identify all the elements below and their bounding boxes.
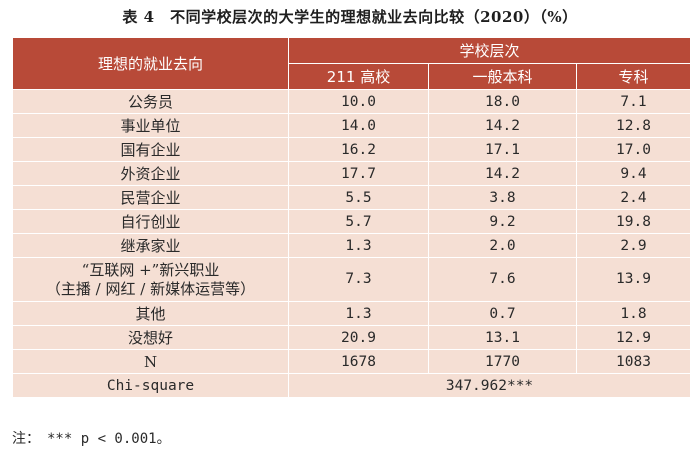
cell-value: 1.8: [575, 301, 692, 326]
cell-value: 5.5: [288, 185, 429, 210]
cell-value: 2.9: [575, 233, 692, 258]
row-label: 继承家业: [12, 233, 289, 258]
cell-value: 17.7: [288, 161, 429, 186]
row-label: “互联网 +”新兴职业 （主播 / 网红 / 新媒体运营等）: [12, 257, 289, 302]
table-title: 表 4 不同学校层次的大学生的理想就业去向比较（2020）（%）: [122, 8, 578, 26]
cell-value: 13.1: [428, 325, 577, 350]
table-row: 自行创业 5.7 9.2 19.8: [12, 209, 692, 234]
cell-value: 2.4: [575, 185, 692, 210]
row-label: 民营企业: [12, 185, 289, 210]
cell-value: 1083: [575, 349, 692, 374]
cell-value: 3.8: [428, 185, 577, 210]
cell-value: 1770: [428, 349, 577, 374]
chi-square-label: Chi-square: [12, 373, 289, 398]
row-header: 理想的就业去向: [12, 37, 289, 90]
cell-value: 10.0: [288, 89, 429, 114]
row-label: 事业单位: [12, 113, 289, 138]
cell-value: 14.2: [428, 113, 577, 138]
table-row: “互联网 +”新兴职业 （主播 / 网红 / 新媒体运营等） 7.3 7.6 1…: [12, 257, 692, 302]
row-label: 国有企业: [12, 137, 289, 162]
cell-value: 9.4: [575, 161, 692, 186]
cell-value: 7.1: [575, 89, 692, 114]
cell-value: 0.7: [428, 301, 577, 326]
cell-value: 12.9: [575, 325, 692, 350]
cell-value: 13.9: [575, 257, 692, 302]
row-label: 其他: [12, 301, 289, 326]
chi-square-value: 347.962***: [287, 373, 692, 398]
table-row: Chi-square 347.962***: [12, 373, 692, 398]
cell-value: 2.0: [428, 233, 577, 258]
table-row: 其他 1.3 0.7 1.8: [12, 301, 692, 326]
comparison-table: 理想的就业去向 学校层次 211 高校 一般本科 专科 公务员 10.0 18.…: [12, 37, 692, 398]
cell-value: 12.8: [575, 113, 692, 138]
cell-value: 18.0: [428, 89, 577, 114]
table-row: 国有企业 16.2 17.1 17.0: [12, 137, 692, 162]
cell-value: 1.3: [288, 233, 429, 258]
table-row: 民营企业 5.5 3.8 2.4: [12, 185, 692, 210]
row-label: 没想好: [12, 325, 289, 350]
group-header: 学校层次: [287, 37, 692, 64]
cell-value: 7.6: [428, 257, 577, 302]
row-label: N: [12, 349, 289, 374]
cell-value: 19.8: [575, 209, 692, 234]
table-row: 事业单位 14.0 14.2 12.8: [12, 113, 692, 138]
row-label-line1: “互联网 +”新兴职业: [81, 260, 220, 279]
table-row: 外资企业 17.7 14.2 9.4: [12, 161, 692, 186]
column-header-college: 专科: [575, 63, 692, 90]
row-label: 自行创业: [12, 209, 289, 234]
cell-value: 5.7: [288, 209, 429, 234]
table-row: 公务员 10.0 18.0 7.1: [12, 89, 692, 114]
cell-value: 1.3: [288, 301, 429, 326]
cell-value: 17.1: [428, 137, 577, 162]
table-row: 没想好 20.9 13.1 12.9: [12, 325, 692, 350]
cell-value: 1678: [288, 349, 429, 374]
cell-value: 14.0: [288, 113, 429, 138]
cell-value: 16.2: [288, 137, 429, 162]
cell-value: 17.0: [575, 137, 692, 162]
table-row: N 1678 1770 1083: [12, 349, 692, 374]
cell-value: 7.3: [288, 257, 429, 302]
footnote: 注： *** p < 0.001。: [12, 431, 171, 447]
cell-value: 20.9: [288, 325, 429, 350]
row-label-line2: （主播 / 网红 / 新媒体运营等）: [45, 279, 256, 298]
cell-value: 14.2: [428, 161, 577, 186]
row-label: 外资企业: [12, 161, 289, 186]
cell-value: 9.2: [428, 209, 577, 234]
row-label: 公务员: [12, 89, 289, 114]
table-row: 继承家业 1.3 2.0 2.9: [12, 233, 692, 258]
column-header-211: 211 高校: [288, 63, 429, 90]
column-header-undergrad: 一般本科: [428, 63, 577, 90]
